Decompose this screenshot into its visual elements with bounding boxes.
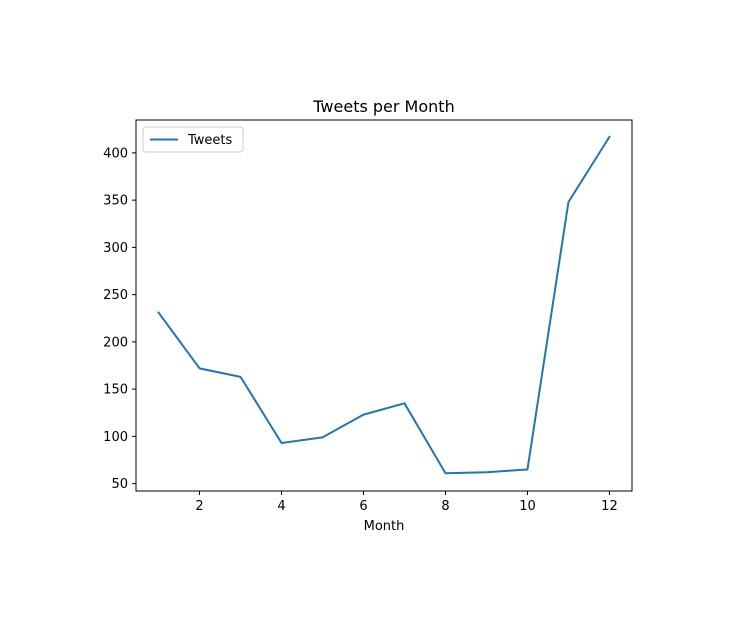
x-tick-label: 6 (359, 499, 367, 514)
x-tick-label: 12 (601, 499, 618, 514)
x-tick-label: 8 (441, 499, 449, 514)
y-tick-label: 250 (103, 288, 128, 303)
y-tick-label: 400 (103, 146, 128, 161)
y-tick-label: 200 (103, 335, 128, 350)
y-tick-label: 50 (111, 477, 128, 492)
y-tick-label: 100 (103, 430, 128, 445)
y-tick-label: 150 (103, 383, 128, 398)
x-tick-label: 4 (277, 499, 285, 514)
chart-title: Tweets per Month (312, 97, 454, 116)
y-tick-label: 350 (103, 194, 128, 209)
x-tick-label: 2 (195, 499, 203, 514)
x-axis-title: Month (364, 519, 405, 534)
y-tick-label: 300 (103, 241, 128, 256)
legend-label-tweets: Tweets (187, 133, 233, 148)
x-tick-label: 10 (519, 499, 536, 514)
legend: Tweets (143, 127, 243, 152)
